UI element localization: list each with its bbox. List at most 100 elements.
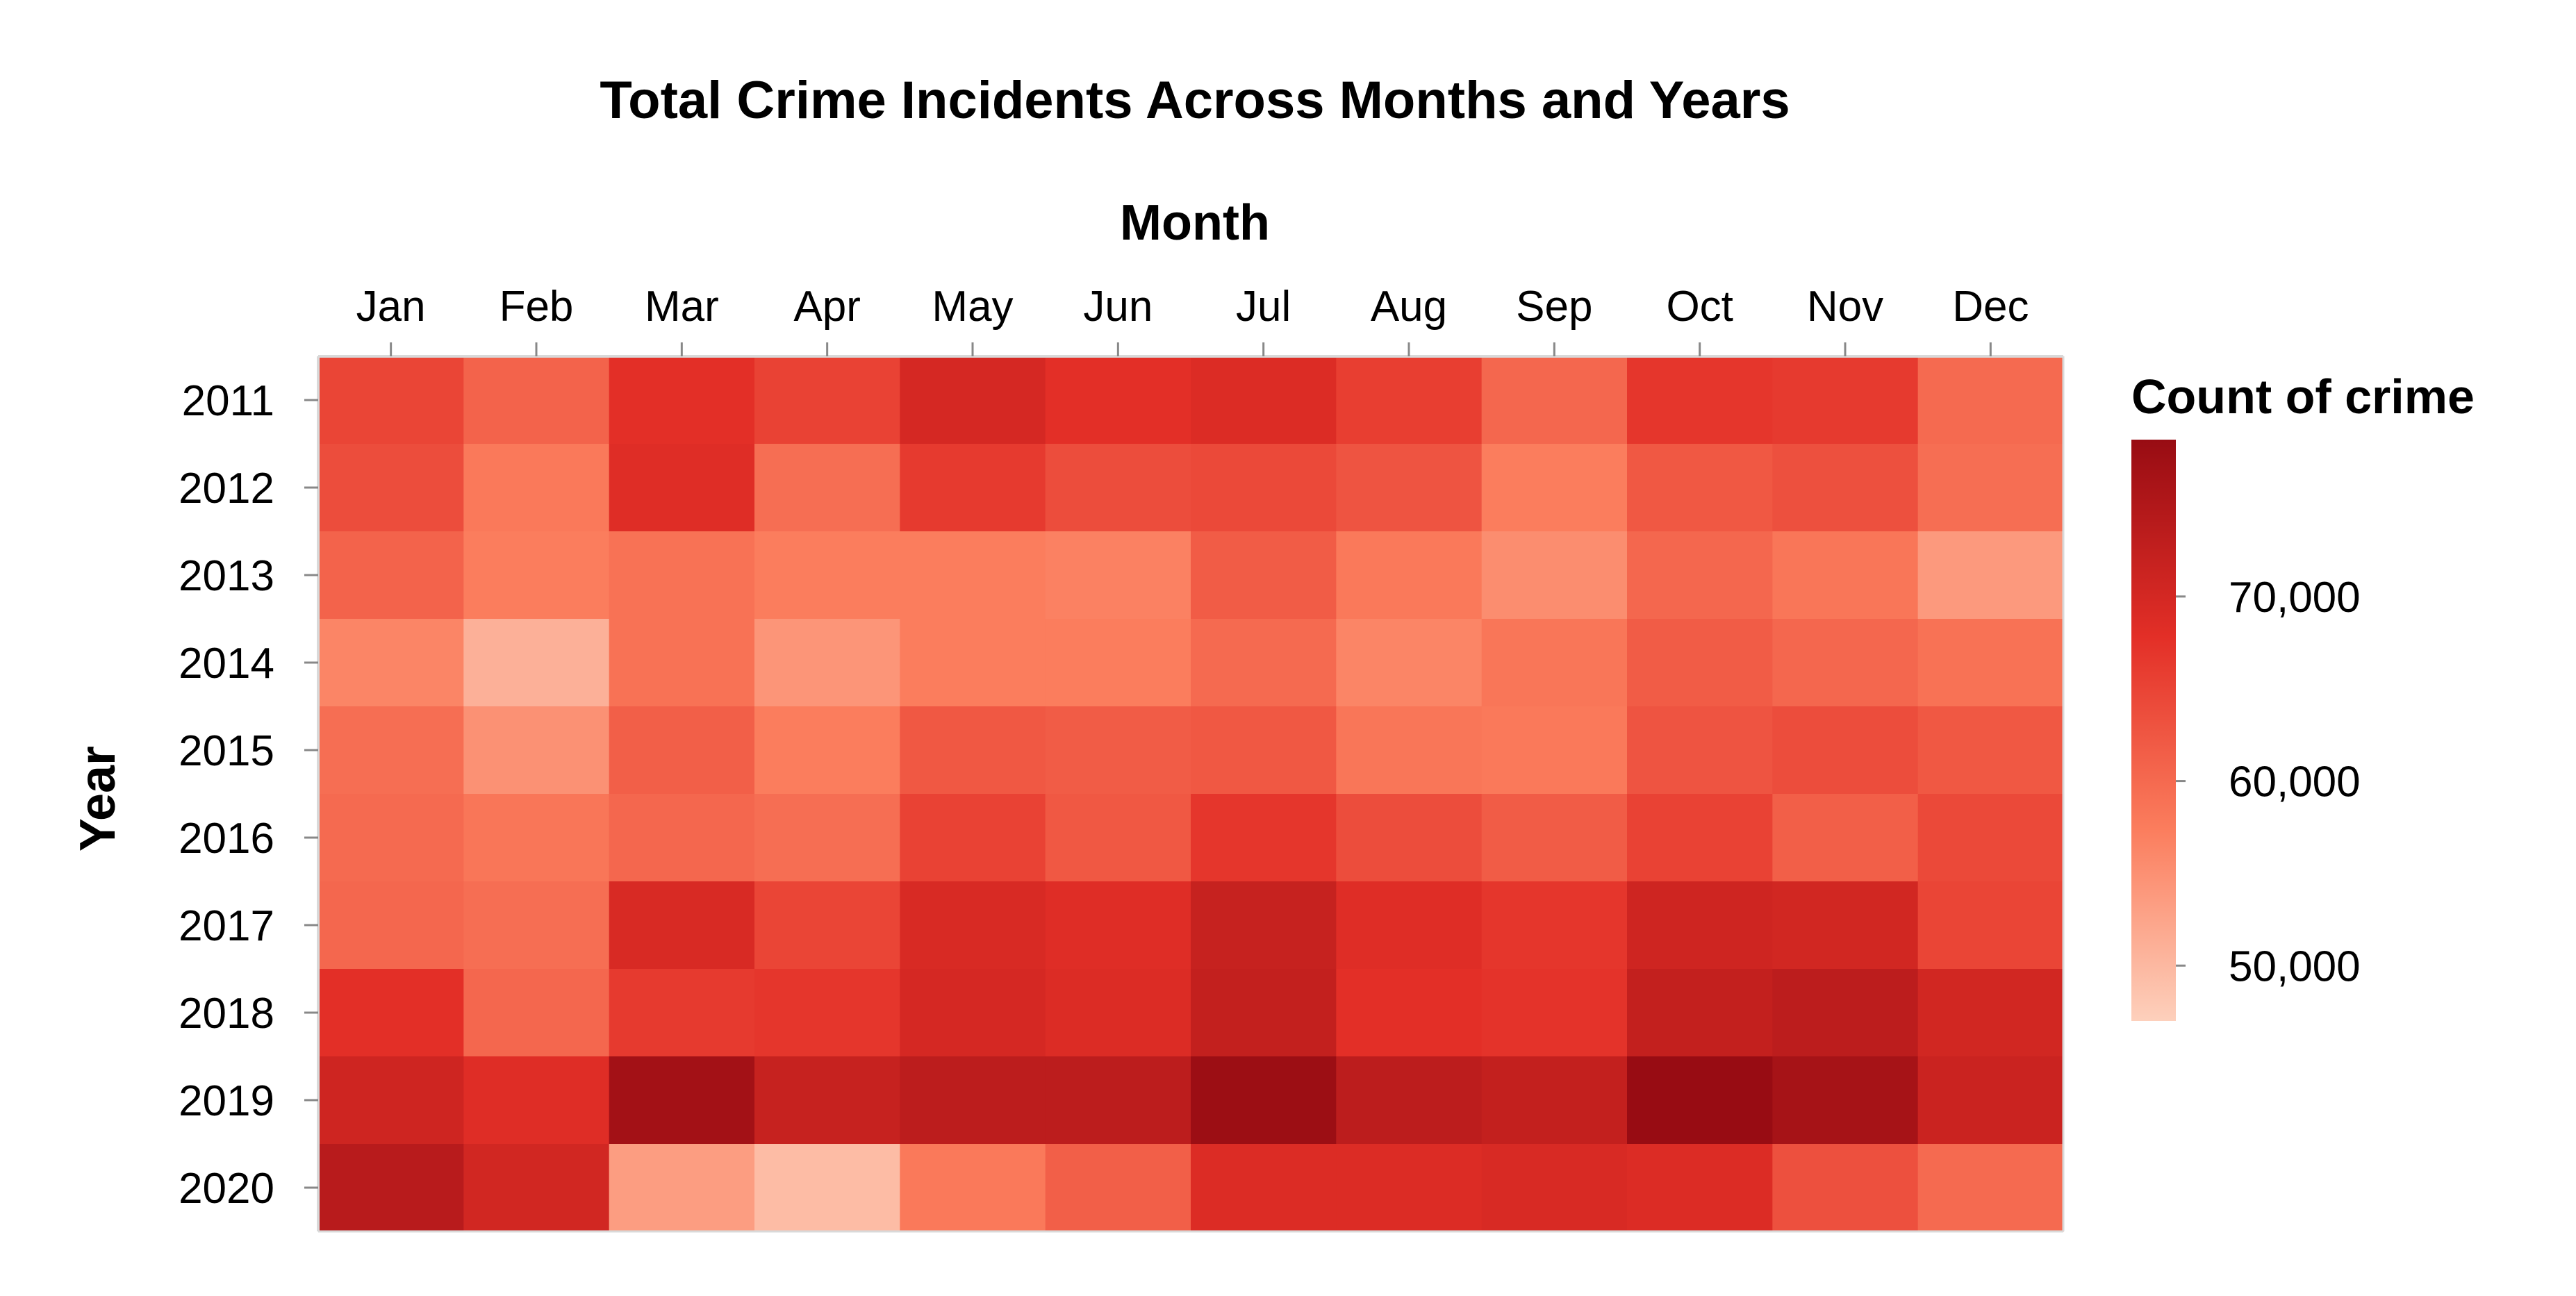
y-axis-title: Year xyxy=(70,746,126,851)
heatmap-cell xyxy=(900,619,1046,707)
heatmap-cell xyxy=(1481,531,1628,620)
heatmap-cell xyxy=(1045,1144,1191,1232)
heatmap-cell xyxy=(609,794,755,882)
color-legend: Count of crime 50,000 60,000 70,000 xyxy=(2131,369,2475,1021)
heatmap-cell xyxy=(318,1056,464,1145)
heatmap-cell xyxy=(1481,706,1628,795)
heatmap-cell xyxy=(900,444,1046,532)
heatmap-cell xyxy=(1917,794,2064,882)
heatmap-cell xyxy=(1481,444,1628,532)
heatmap-cell xyxy=(609,444,755,532)
heatmap-cell xyxy=(318,444,464,532)
heatmap-cell xyxy=(1336,1056,1483,1145)
y-tick-label: 2015 xyxy=(179,727,274,775)
y-tick-label: 2020 xyxy=(179,1165,274,1213)
heatmap-cell xyxy=(754,619,900,707)
heatmap-cell xyxy=(609,706,755,795)
heatmap-cell xyxy=(1481,881,1628,970)
heatmap-cell xyxy=(900,794,1046,882)
heatmap-cell xyxy=(754,969,900,1057)
y-tick-label: 2014 xyxy=(179,640,274,688)
chart-title: Total Crime Incidents Across Months and … xyxy=(600,71,1790,130)
heatmap-cell xyxy=(1917,444,2064,532)
heatmap-cell xyxy=(900,969,1046,1057)
y-tick-label: 2012 xyxy=(179,465,274,513)
heatmap-cell xyxy=(1481,356,1628,445)
heatmap-cell xyxy=(318,881,464,970)
x-axis-title: Month xyxy=(1120,195,1270,251)
y-tick-label: 2017 xyxy=(179,902,274,950)
heatmap-cell xyxy=(1772,969,1919,1057)
heatmap-cell xyxy=(754,356,900,445)
heatmap-cell xyxy=(900,881,1046,970)
x-tick-label: Apr xyxy=(793,283,860,331)
heatmap-cell xyxy=(1191,969,1337,1057)
legend-color-bar xyxy=(2131,440,2176,1021)
heatmap-cell xyxy=(1627,794,1773,882)
legend-tick-label: 50,000 xyxy=(2229,942,2361,990)
x-tick-label: Jul xyxy=(1236,283,1291,331)
heatmap-cell xyxy=(318,706,464,795)
y-tick-label: 2019 xyxy=(179,1077,274,1125)
heatmap-cell xyxy=(1045,444,1191,532)
heatmap-cell xyxy=(1917,531,2064,620)
heatmap-cell xyxy=(1045,619,1191,707)
heatmap-cell xyxy=(1917,706,2064,795)
heatmap-cell xyxy=(1772,619,1919,707)
heatmap-cell xyxy=(463,794,610,882)
heatmap-cell xyxy=(1336,619,1483,707)
heatmap-cell xyxy=(1481,969,1628,1057)
heatmap-cell xyxy=(1481,619,1628,707)
legend-tick-label: 70,000 xyxy=(2229,574,2361,622)
heatmap-cell xyxy=(1336,356,1483,445)
heatmap-cell xyxy=(1917,356,2064,445)
heatmap-cell xyxy=(1917,619,2064,707)
heatmap-cell xyxy=(1772,794,1919,882)
heatmap-cell xyxy=(1191,619,1337,707)
x-tick-label: Jan xyxy=(356,283,426,331)
heatmap-cell xyxy=(1772,881,1919,970)
heatmap-cell xyxy=(1481,1056,1628,1145)
x-tick-label: Sep xyxy=(1516,283,1592,331)
heatmap-cell xyxy=(754,444,900,532)
heatmap-cell xyxy=(1191,1056,1337,1145)
heatmap-cell xyxy=(1191,1144,1337,1232)
heatmap-cell xyxy=(1772,356,1919,445)
x-tick-label: Mar xyxy=(645,283,719,331)
legend-ticks: 50,000 60,000 70,000 xyxy=(2176,574,2361,990)
y-tick-label: 2013 xyxy=(179,552,274,600)
heatmap-cell xyxy=(1627,881,1773,970)
heatmap-cell xyxy=(609,531,755,620)
heatmap-cell xyxy=(754,881,900,970)
heatmap-cell xyxy=(609,356,755,445)
heatmap-cell xyxy=(1772,444,1919,532)
heatmap-cell xyxy=(1045,881,1191,970)
heatmap-cell xyxy=(1191,706,1337,795)
heatmap-cell xyxy=(1336,706,1483,795)
y-tick-label: 2016 xyxy=(179,815,274,863)
heatmap-cell xyxy=(463,881,610,970)
heatmap-cell xyxy=(1045,531,1191,620)
heatmap-cell xyxy=(463,356,610,445)
heatmap-cell xyxy=(318,794,464,882)
heatmap-cell xyxy=(1191,531,1337,620)
heatmap-cell xyxy=(609,619,755,707)
heatmap-cell xyxy=(1045,1056,1191,1145)
heatmap-cell xyxy=(1045,794,1191,882)
heatmap-cell xyxy=(1772,531,1919,620)
x-tick-label: Aug xyxy=(1371,283,1447,331)
heatmap-cell xyxy=(1917,1056,2064,1145)
heatmap-cell xyxy=(1191,881,1337,970)
heatmap-cell xyxy=(463,619,610,707)
heatmap-cell xyxy=(900,706,1046,795)
heatmap-cell xyxy=(318,1144,464,1232)
y-tick-label: 2011 xyxy=(182,377,274,425)
heatmap-cell xyxy=(1627,1056,1773,1145)
heatmap-cell xyxy=(1627,1144,1773,1232)
heatmap-cell xyxy=(1627,444,1773,532)
heatmap-cell xyxy=(318,969,464,1057)
heatmap-cell xyxy=(1772,1144,1919,1232)
x-tick-label: May xyxy=(932,283,1013,331)
heatmap-cell xyxy=(1336,1144,1483,1232)
heatmap-cell xyxy=(900,1056,1046,1145)
